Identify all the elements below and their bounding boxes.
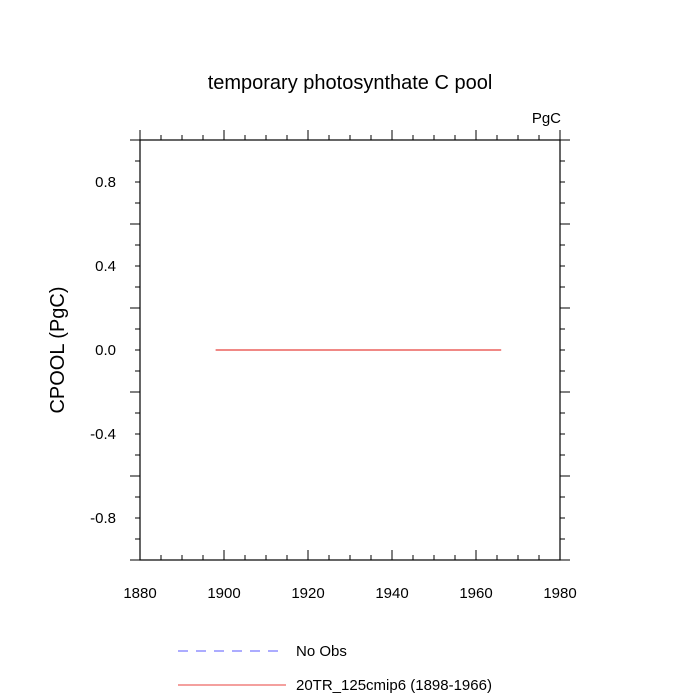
x-tick-label: 1960: [459, 585, 492, 602]
chart-title: temporary photosynthate C pool: [208, 72, 493, 94]
y-tick-label: -0.8: [90, 510, 116, 527]
x-tick-label: 1900: [207, 585, 240, 602]
axis-ticks: 1880 1900 1920 1940 1960 1980 -0.8 -0.4 0.0 0.4 0.…: [90, 130, 577, 602]
y-tick-label: 0.8: [95, 174, 116, 191]
units-label: PgC: [532, 110, 561, 127]
y-tick-label: 0.4: [95, 258, 116, 275]
x-tick-label: 1980: [543, 585, 576, 602]
legend-label-1: 20TR_125cmip6 (1898-1966): [296, 677, 492, 694]
x-tick-label: 1940: [375, 585, 408, 602]
x-tick-label: 1920: [291, 585, 324, 602]
y-axis-label: CPOOL (PgC): [47, 286, 69, 413]
y-tick-label: 0.0: [95, 342, 116, 359]
legend: No Obs 20TR_125cmip6 (1898-1966): [178, 643, 492, 694]
x-tick-label: 1880: [123, 585, 156, 602]
y-tick-label: -0.4: [90, 426, 116, 443]
legend-label-0: No Obs: [296, 643, 347, 660]
